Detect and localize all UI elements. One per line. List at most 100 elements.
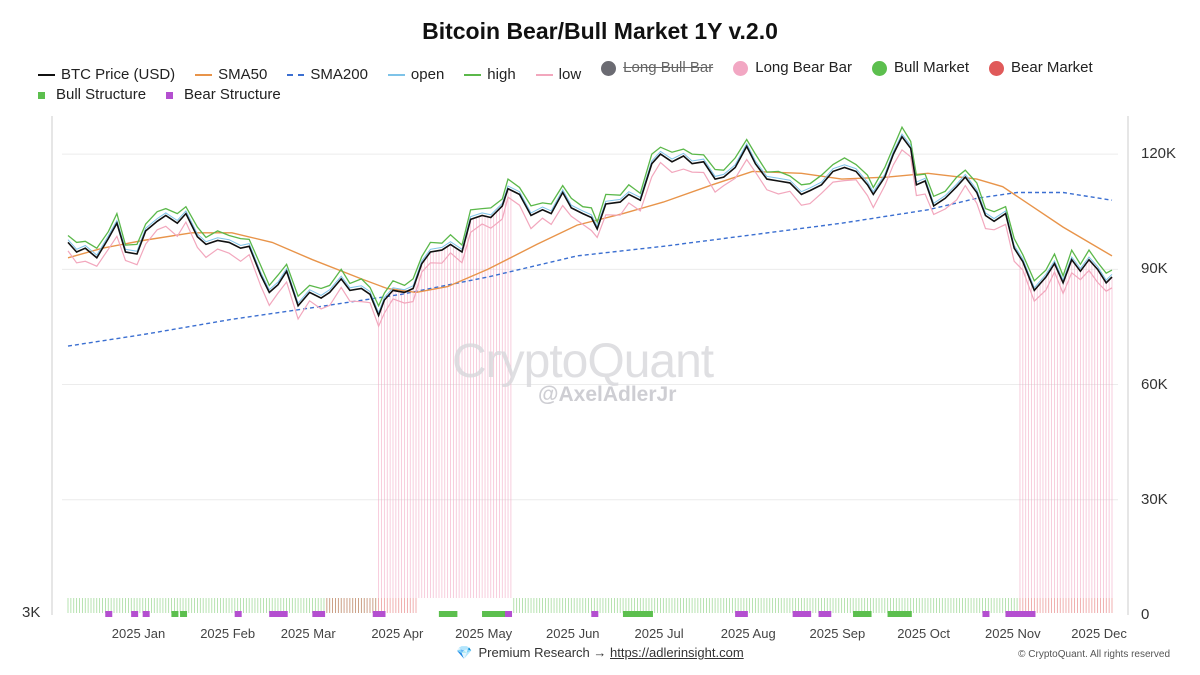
legend-swatch <box>38 91 45 99</box>
bull-structure-marker <box>858 611 866 617</box>
bull-structure-marker <box>180 611 188 617</box>
bear-structure-marker <box>280 611 288 617</box>
legend-item[interactable]: SMA200 <box>287 65 368 85</box>
bull-structure-marker <box>482 611 490 617</box>
bear-structure-marker <box>1022 611 1030 617</box>
legend-label: SMA200 <box>310 65 368 83</box>
bear-structure-marker <box>982 611 990 617</box>
x-tick-label: 2025 Mar <box>280 626 336 641</box>
footer: 💎 Premium Research → https://adlerinsight… <box>0 645 1200 661</box>
bear-structure-marker <box>372 611 380 617</box>
bear-structure-marker <box>798 611 806 617</box>
bear-structure-marker <box>274 611 282 617</box>
bear-structure-marker <box>591 611 599 617</box>
bull-structure-marker <box>622 611 630 617</box>
legend-swatch <box>989 60 1004 76</box>
legend-swatch <box>387 73 405 76</box>
bear-structure-marker <box>312 611 320 617</box>
x-tick-label: 2025 Sep <box>809 626 866 641</box>
legend-label: Bull Structure <box>56 86 147 103</box>
bear-structure-marker <box>740 611 748 617</box>
legend-swatch <box>535 73 553 76</box>
bear-structure-marker <box>131 611 139 617</box>
legend-item[interactable]: Long Bear Bar <box>733 58 852 78</box>
legend-item[interactable]: BTC Price (USD) <box>38 65 175 85</box>
bear-structure-marker <box>735 611 743 617</box>
x-tick-label: 2025 May <box>455 626 513 641</box>
legend-item[interactable]: Bear Market <box>989 58 1093 78</box>
x-tick-label: 2025 Oct <box>897 626 951 641</box>
y-tick-label: 0 <box>1141 606 1150 623</box>
adlerinsight-link[interactable]: https://adlerinsight.com <box>610 645 744 660</box>
watermark-brand: CryptoQuant <box>452 335 714 388</box>
bear-structure-marker <box>318 611 326 617</box>
bull-structure-marker <box>899 611 907 617</box>
x-tick-label: 2025 Jan <box>111 626 166 641</box>
gem-icon: 💎 <box>456 645 473 660</box>
legend-swatch <box>601 60 617 76</box>
bull-structure-marker <box>864 611 872 617</box>
high-line <box>67 125 1113 308</box>
sma200-line <box>67 191 1113 347</box>
bear-structure-marker <box>1016 611 1024 617</box>
legend-swatch <box>38 73 55 76</box>
bear-structure-marker <box>378 611 386 617</box>
bull-structure-marker <box>499 611 507 617</box>
bull-structure-marker <box>887 611 895 617</box>
bear-structure-marker <box>1005 611 1013 617</box>
bull-structure-marker <box>171 611 179 617</box>
legend-swatch <box>733 60 749 76</box>
legend-item[interactable]: Long Bull Bar <box>601 58 713 78</box>
watermark-handle: @AxelAdlerJr <box>538 383 677 406</box>
open-line <box>67 133 1113 315</box>
bull-structure-marker <box>493 611 501 617</box>
legend-label: Bear Market <box>1011 59 1093 76</box>
y-tick-label: 60K <box>1141 375 1168 393</box>
bear-structure-marker <box>792 611 800 617</box>
x-tick-label: 2025 Jul <box>634 626 684 641</box>
bull-structure-marker <box>893 611 901 617</box>
legend-item[interactable]: open <box>387 65 445 85</box>
x-tick-label: 2025 Feb <box>200 626 256 641</box>
legend-label: open <box>410 65 445 83</box>
premium-research-text: Premium Research → <box>478 645 607 660</box>
legend-label: low <box>558 65 582 83</box>
legend-item[interactable]: high <box>464 65 516 85</box>
legend-label: Long Bull Bar <box>623 59 714 76</box>
copyright-text: © CryptoQuant. All rights reserved <box>1018 649 1170 660</box>
bull-structure-marker <box>640 611 648 617</box>
legend-item[interactable]: SMA50 <box>195 65 267 85</box>
legend-label: Long Bear Bar <box>755 59 852 76</box>
bull-structure-marker <box>487 611 495 617</box>
y-tick-label: 30K <box>1141 490 1168 508</box>
bear-structure-marker <box>804 611 812 617</box>
legend-label: Bear Structure <box>184 86 281 103</box>
legend-item[interactable]: Bear Structure <box>166 85 281 105</box>
bull-structure-marker <box>853 611 861 617</box>
bull-structure-marker <box>450 611 458 617</box>
bear-structure-marker <box>269 611 277 617</box>
bear-structure-marker <box>1011 611 1019 617</box>
legend-item[interactable]: low <box>535 65 582 85</box>
legend-item[interactable]: Bull Market <box>871 58 969 78</box>
bull-structure-marker <box>645 611 653 617</box>
legend-item[interactable]: Bull Structure <box>38 85 146 105</box>
bear-structure-marker <box>234 611 242 617</box>
left-axis-label: 3K <box>22 604 41 621</box>
bear-structure-marker <box>142 611 150 617</box>
legend-label: high <box>487 65 516 83</box>
legend-label: BTC Price (USD) <box>61 65 176 83</box>
y-tick-label: 120K <box>1141 145 1177 163</box>
legend-label: SMA50 <box>218 65 268 83</box>
legend-swatch <box>464 73 482 76</box>
bull-structure-marker <box>438 611 446 617</box>
x-tick-label: 2025 Jun <box>546 626 600 641</box>
y-tick-label: 90K <box>1141 260 1168 278</box>
bear-structure-marker <box>818 611 826 617</box>
x-tick-label: 2025 Apr <box>371 626 424 641</box>
x-tick-label: 2025 Aug <box>720 626 776 641</box>
bull-structure-marker <box>444 611 452 617</box>
bull-structure-marker <box>628 611 636 617</box>
bear-structure-marker <box>105 611 113 617</box>
legend-swatch <box>287 73 305 76</box>
